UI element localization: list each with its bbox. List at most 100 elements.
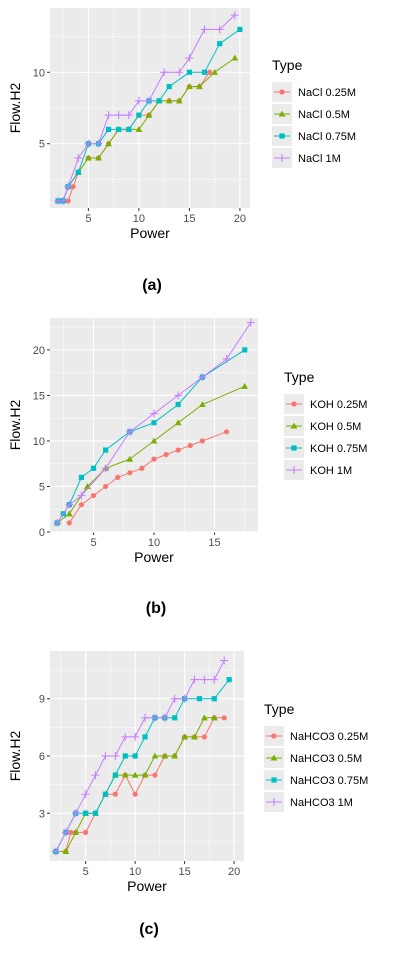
data-point bbox=[132, 753, 138, 759]
data-point bbox=[81, 790, 90, 799]
y-tick-label: 20 bbox=[33, 345, 45, 357]
data-point bbox=[175, 97, 183, 104]
x-tick-label: 10 bbox=[133, 213, 145, 225]
data-point bbox=[165, 97, 173, 104]
legend-key-marker bbox=[278, 154, 286, 162]
legend-item: KOH 0.5M bbox=[284, 416, 361, 436]
data-point bbox=[127, 470, 133, 476]
data-point bbox=[150, 713, 159, 722]
legend-item: KOH 0.25M bbox=[284, 394, 367, 414]
data-point bbox=[92, 810, 99, 816]
data-point bbox=[131, 732, 140, 741]
y-axis-label: Flow.H2 bbox=[7, 731, 23, 782]
legend-item: KOH 1M bbox=[284, 460, 352, 480]
x-tick-label: 5 bbox=[85, 213, 91, 225]
x-tick-label: 20 bbox=[228, 866, 240, 878]
data-point bbox=[91, 771, 100, 780]
data-point bbox=[114, 111, 123, 120]
data-point bbox=[200, 675, 209, 684]
data-point bbox=[185, 54, 194, 62]
data-point bbox=[53, 518, 62, 527]
data-point bbox=[126, 126, 132, 133]
legend-item: NaCl 0.75M bbox=[272, 126, 356, 146]
data-point bbox=[190, 675, 199, 684]
data-point bbox=[132, 791, 138, 797]
data-point bbox=[83, 829, 89, 835]
legend-key-marker bbox=[270, 798, 278, 806]
data-point bbox=[145, 111, 153, 118]
data-point bbox=[112, 791, 118, 797]
data-point bbox=[112, 772, 118, 778]
data-point bbox=[230, 11, 239, 20]
data-point bbox=[185, 83, 193, 90]
data-point bbox=[201, 69, 208, 75]
data-point bbox=[221, 715, 227, 721]
x-tick-label: 5 bbox=[83, 866, 89, 878]
data-point bbox=[62, 848, 70, 855]
data-point bbox=[103, 483, 109, 490]
data-point bbox=[226, 677, 232, 683]
x-tick-label: 10 bbox=[148, 537, 160, 549]
legend: Type KOH 0.25M KOH 0.5M KOH 0.75M KOH 1M bbox=[284, 369, 367, 480]
data-point bbox=[181, 733, 189, 740]
data-point bbox=[72, 828, 80, 835]
y-tick-label: 5 bbox=[39, 139, 45, 151]
series-line bbox=[56, 322, 252, 524]
y-axis-label: Flow.H2 bbox=[7, 400, 23, 451]
legend-label: KOH 0.75M bbox=[310, 443, 367, 455]
legend: Type NaHCO3 0.25M NaHCO3 0.5M NaHCO3 0.75M N… bbox=[264, 701, 368, 812]
data-point bbox=[175, 401, 181, 408]
data-point bbox=[111, 752, 120, 760]
x-axis-label: Power bbox=[127, 878, 167, 894]
data-point bbox=[104, 111, 113, 120]
data-point bbox=[199, 438, 205, 444]
data-point bbox=[84, 139, 93, 148]
legend-label: KOH 0.5M bbox=[310, 421, 361, 433]
data-point bbox=[171, 752, 179, 759]
data-point bbox=[175, 447, 181, 453]
legend-key-marker bbox=[290, 466, 298, 474]
data-point bbox=[156, 98, 162, 104]
legend-label: NaCl 0.5M bbox=[298, 109, 350, 121]
data-point bbox=[68, 829, 74, 835]
data-point bbox=[90, 465, 97, 471]
y-tick-label: 5 bbox=[39, 481, 45, 493]
y-tick-label: 0 bbox=[39, 527, 45, 539]
legend-title: Type bbox=[284, 369, 315, 385]
data-point bbox=[103, 447, 109, 453]
data-point bbox=[94, 139, 103, 148]
data-point bbox=[201, 734, 208, 740]
data-point bbox=[198, 401, 206, 408]
data-point bbox=[241, 382, 249, 389]
data-point bbox=[151, 456, 157, 462]
data-point bbox=[144, 96, 153, 105]
chart-3: 5 10 15 20 3 6 9 Power Flow.H2 Type NaHCO3 0.25M Na… bbox=[7, 651, 368, 938]
legend-key-marker bbox=[271, 777, 277, 783]
legend-label: NaHCO3 1M bbox=[290, 797, 353, 809]
data-point bbox=[78, 474, 85, 480]
data-point bbox=[102, 791, 109, 797]
legend-label: NaCl 0.75M bbox=[298, 131, 356, 143]
legend-key-marker bbox=[271, 733, 277, 739]
data-point bbox=[141, 713, 150, 722]
data-point bbox=[134, 96, 143, 105]
y-tick-label: 15 bbox=[33, 390, 45, 402]
data-point bbox=[75, 169, 81, 175]
legend-key-marker bbox=[290, 422, 298, 429]
data-point bbox=[246, 318, 255, 327]
legend-key-marker bbox=[291, 445, 297, 451]
data-point bbox=[151, 420, 157, 426]
data-point bbox=[65, 510, 73, 517]
data-point bbox=[166, 83, 172, 90]
data-point bbox=[64, 182, 73, 191]
x-tick-label: 20 bbox=[234, 213, 246, 225]
series-4 bbox=[54, 11, 239, 205]
data-point bbox=[71, 809, 80, 818]
data-point bbox=[196, 696, 203, 702]
chart-caption: (b) bbox=[146, 600, 166, 617]
legend-label: NaCl 1M bbox=[298, 153, 341, 165]
data-point bbox=[74, 154, 83, 162]
data-point bbox=[174, 419, 182, 426]
data-point bbox=[142, 734, 148, 740]
